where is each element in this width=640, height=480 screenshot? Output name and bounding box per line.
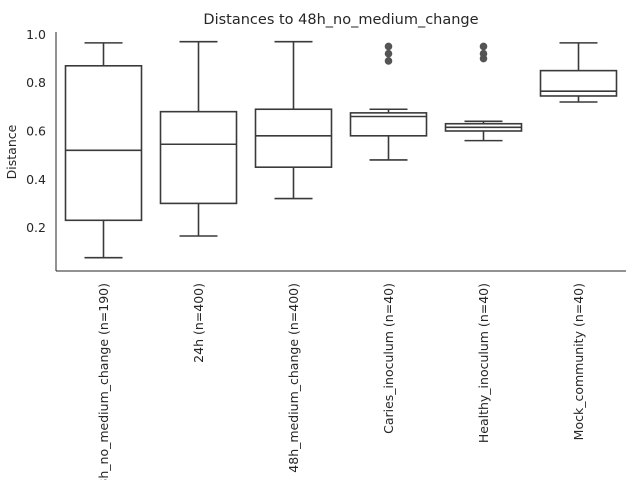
y-axis-label: Distance (4, 124, 19, 179)
x-tick-label: 48h_medium_change (n=400) (286, 283, 301, 473)
box-group (254, 40, 333, 200)
y-tick-label: 0.4 (26, 172, 46, 187)
y-tick-label: 1.0 (26, 27, 46, 42)
outlier-point (479, 42, 488, 51)
y-tick-labels: 0.2 0.4 0.6 0.8 1.0 (26, 27, 46, 235)
iqr-box (349, 112, 428, 137)
outlier-point (479, 49, 488, 58)
outlier-point (384, 57, 393, 65)
iqr-box (159, 110, 238, 205)
y-tick-label: 0.2 (26, 220, 46, 235)
box-group (159, 40, 238, 237)
box-group (349, 42, 428, 161)
chart-title: Distances to 48h_no_medium_change (203, 12, 478, 28)
x-tick-label: Mock_community (n=40) (571, 283, 586, 440)
iqr-box (539, 69, 618, 97)
iqr-box (64, 64, 143, 222)
box-group (539, 42, 618, 103)
box-group (64, 42, 143, 259)
outlier-point (384, 49, 393, 58)
box-group (444, 42, 523, 142)
iqr-box (254, 108, 333, 168)
y-tick-label: 0.6 (26, 123, 46, 138)
x-tick-labels: 48h_no_medium_change (n=190) 24h (n=400) 4… (96, 283, 586, 480)
y-tick-label: 0.8 (26, 75, 46, 90)
x-tick-label: Healthy_inoculum (n=40) (476, 283, 491, 443)
x-tick-label: Caries_inoculum (n=40) (381, 283, 396, 434)
outlier-point (384, 42, 393, 51)
boxes (64, 40, 618, 259)
x-tick-label: 48h_no_medium_change (n=190) (96, 283, 111, 480)
x-tick-label: 24h (n=400) (191, 283, 206, 363)
